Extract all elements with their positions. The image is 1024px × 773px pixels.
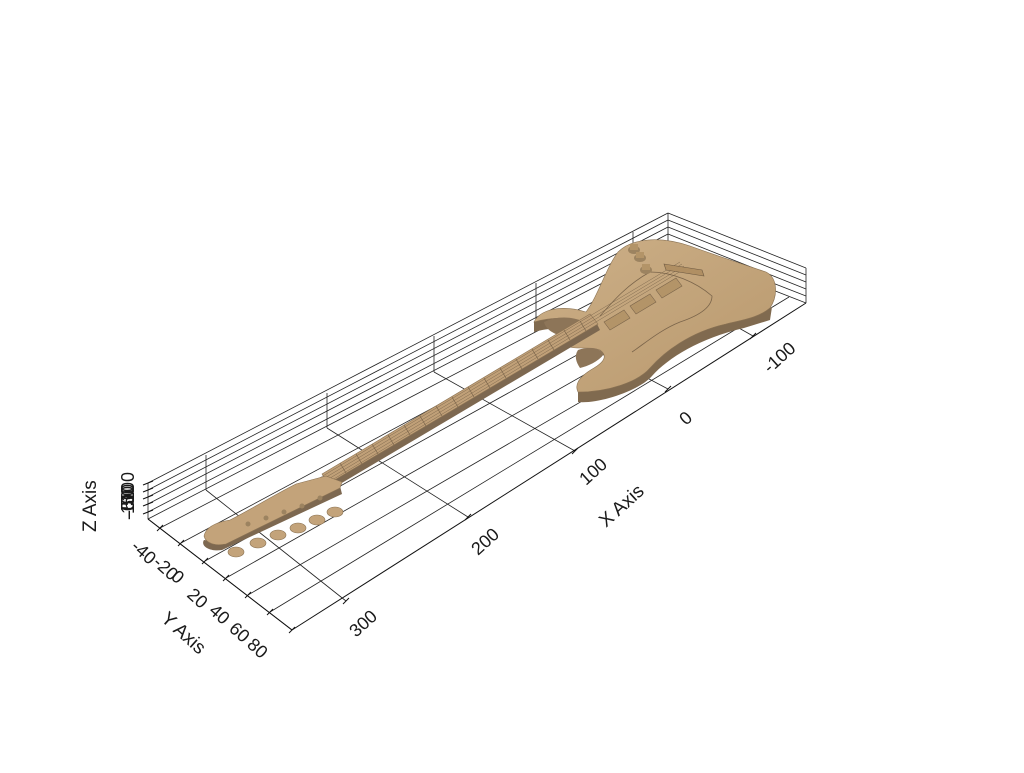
bridge	[663, 263, 705, 277]
pickguard	[599, 271, 713, 353]
guitar-body	[533, 239, 776, 393]
guitar-body-side	[578, 307, 772, 403]
lower-cutout	[575, 347, 604, 368]
x-tick-label: 0	[675, 407, 696, 429]
z-tick-label: 0	[118, 501, 138, 511]
z-tick-label: 100	[118, 472, 138, 502]
pickups	[603, 277, 683, 331]
tick-marks	[142, 332, 757, 634]
x-axis-title: X Axis	[595, 481, 648, 532]
y-axis-title: Y Axis	[157, 608, 210, 659]
y-tick-label: 20	[183, 584, 211, 612]
z-tick-label: -50	[118, 490, 138, 516]
z-tick-label: -100	[118, 484, 138, 520]
z-axis-title: Z Axis	[80, 480, 101, 532]
x-axis: -100 0 100 200 300 X Axis	[345, 338, 799, 641]
z-axis: -100 -50 0 50 100 Z Axis	[80, 472, 138, 532]
x-tick-label: 300	[345, 606, 381, 641]
headstock	[203, 475, 343, 546]
z-tick-label: 50	[118, 486, 138, 506]
x-tick-label: -100	[759, 338, 799, 377]
y-tick-label: 80	[243, 634, 271, 662]
y-tick-label: 40	[205, 600, 233, 628]
neck	[321, 313, 599, 485]
tuner-posts	[245, 495, 323, 527]
control-knobs	[628, 244, 652, 274]
y-axis: -40 -20 0 20 40 60 80 Y Axis	[127, 536, 271, 662]
x-tick-label: 100	[575, 454, 611, 489]
neck-side	[326, 322, 600, 490]
tuning-pegs	[227, 506, 344, 558]
x-tick-label: 200	[467, 524, 503, 559]
guitar-mesh[interactable]	[203, 239, 776, 558]
